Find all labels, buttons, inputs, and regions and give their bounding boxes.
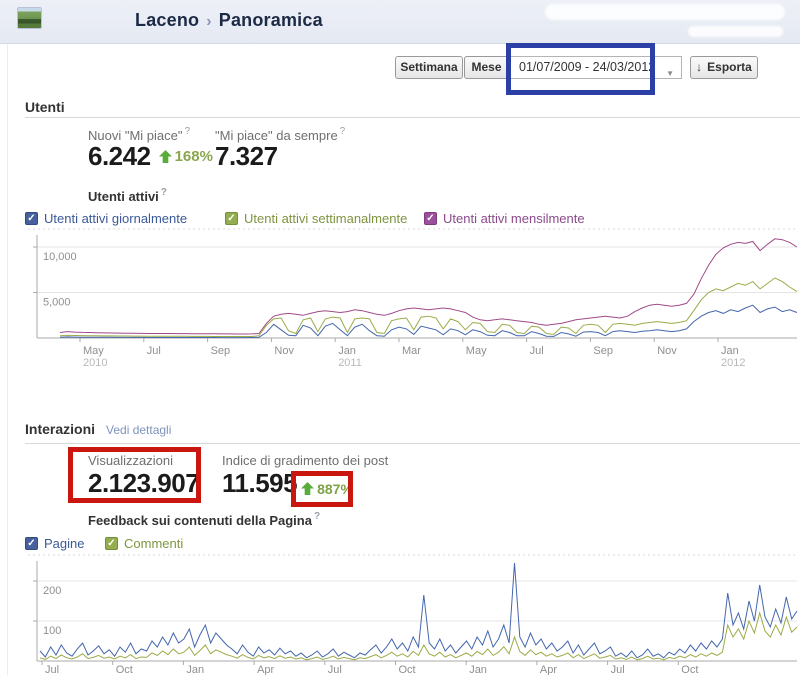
- post-rating-delta: 887%: [301, 481, 353, 497]
- x-tick-year-label: 2011: [338, 357, 362, 369]
- week-button[interactable]: Settimana: [395, 56, 463, 79]
- x-tick-label: Jul: [530, 345, 544, 357]
- post-rating-delta-value: 887%: [317, 480, 353, 497]
- x-tick-label: Jan: [186, 664, 204, 675]
- legend-label: Utenti attivi settimanalmente: [244, 211, 408, 226]
- legend-label: Pagine: [44, 536, 85, 551]
- x-tick-label: Jul: [328, 664, 342, 675]
- legend-item-0[interactable]: ✓ Utenti attivi giornalmente: [25, 211, 187, 226]
- active-users-subheading: Utenti attivi?: [88, 187, 167, 204]
- export-label: Esporta: [707, 60, 752, 74]
- help-icon[interactable]: ?: [184, 126, 191, 137]
- x-tick-label: Mar: [402, 345, 421, 357]
- y-tick-label: 200: [43, 585, 61, 597]
- export-button[interactable]: ↓ Esporta: [690, 56, 758, 79]
- y-tick-label: 5,000: [43, 297, 71, 309]
- new-likes-label: Nuovi "Mi piace"?: [88, 126, 191, 143]
- legend-label: Utenti attivi mensilmente: [443, 211, 585, 226]
- see-details-link[interactable]: Vedi dettagli: [106, 423, 172, 437]
- total-likes-label: "Mi piace" da sempre?: [215, 126, 346, 143]
- x-tick-label: Jul: [45, 664, 59, 675]
- legend-checkbox-icon[interactable]: ✓: [25, 212, 38, 225]
- green-up-arrow-icon: [158, 150, 172, 163]
- x-tick-label: Nov: [274, 345, 294, 357]
- post-rating-stat: 11.595 887%: [222, 468, 353, 499]
- legend-checkbox-icon[interactable]: ✓: [105, 537, 118, 550]
- help-icon[interactable]: ?: [313, 511, 321, 522]
- breadcrumb-page-link[interactable]: Laceno: [135, 10, 200, 30]
- date-range-picker[interactable]: 01/07/2009 - 24/03/2012 ▼: [510, 56, 682, 79]
- active-users-legend: ✓ Utenti attivi giornalmente ✓ Utenti attiv…: [0, 211, 800, 229]
- x-tick-label: Apr: [257, 664, 274, 675]
- help-icon[interactable]: ?: [339, 126, 346, 137]
- month-button[interactable]: Mese: [464, 56, 509, 79]
- legend-item-2[interactable]: ✓ Utenti attivi mensilmente: [424, 211, 585, 226]
- x-tick-year-label: 2010: [83, 357, 107, 369]
- download-icon: ↓: [696, 60, 703, 74]
- page-left-border: [7, 44, 8, 675]
- x-tick-label: Jan: [338, 345, 356, 357]
- x-tick-label: Oct: [681, 664, 698, 675]
- divider: [25, 443, 800, 444]
- legend-checkbox-icon[interactable]: ✓: [25, 537, 38, 550]
- redacted-area: [688, 26, 783, 37]
- legend-item-1[interactable]: ✓ Utenti attivi settimanalmente: [225, 211, 407, 226]
- legend-checkbox-icon[interactable]: ✓: [424, 212, 437, 225]
- legend-checkbox-icon[interactable]: ✓: [225, 212, 238, 225]
- series-line: [39, 562, 798, 659]
- new-likes-delta: 168%: [158, 148, 213, 165]
- divider: [25, 117, 800, 118]
- x-tick-label: May: [466, 345, 487, 357]
- feedback-chart: 100 200 Jul Oct Jan Apr Jul Oct Jan Apr Jul Oct: [28, 554, 798, 675]
- x-tick-label: Jan: [469, 664, 487, 675]
- page-thumbnail-image[interactable]: [17, 7, 42, 29]
- views-value: 2.123.907: [88, 468, 200, 498]
- x-tick-label: Sep: [593, 345, 613, 357]
- x-tick-label: Oct: [116, 664, 133, 675]
- x-tick-label: Sep: [211, 345, 231, 357]
- users-heading: Utenti: [25, 99, 65, 115]
- new-likes-value: 6.242: [88, 141, 151, 171]
- redacted-area: [545, 4, 785, 20]
- series-line: [59, 238, 798, 335]
- green-up-arrow-icon: [301, 482, 315, 495]
- breadcrumb-separator-icon: ›: [206, 13, 212, 30]
- x-tick-year-label: 2012: [721, 357, 745, 369]
- x-tick-label: Jan: [721, 345, 739, 357]
- x-tick-label: Oct: [399, 664, 416, 675]
- post-rating-label: Indice di gradimento dei post: [222, 453, 389, 468]
- x-tick-label: Jul: [147, 345, 161, 357]
- x-tick-label: Apr: [540, 664, 557, 675]
- date-range-value: 01/07/2009 - 24/03/2012: [519, 60, 656, 74]
- feedback-subheading: Feedback sui contenuti della Pagina?: [88, 511, 321, 528]
- help-icon[interactable]: ?: [160, 187, 167, 198]
- post-rating-value: 11.595: [222, 468, 298, 498]
- new-likes-delta-value: 168%: [174, 148, 213, 165]
- x-tick-label: May: [83, 345, 104, 357]
- x-tick-label: Nov: [657, 345, 677, 357]
- chevron-down-icon[interactable]: ▼: [666, 69, 674, 78]
- series-line: [59, 304, 798, 339]
- interactions-heading: Interazioni: [25, 421, 96, 437]
- breadcrumb-section: Panoramica: [218, 10, 323, 30]
- x-tick-label: Jul: [611, 664, 625, 675]
- series-line: [39, 611, 798, 661]
- series-line: [59, 277, 798, 337]
- y-tick-label: 100: [43, 625, 61, 637]
- legend-label: Utenti attivi giornalmente: [44, 211, 188, 226]
- y-tick-label: 10,000: [43, 251, 77, 263]
- total-likes-value: 7.327: [215, 141, 278, 171]
- legend-item-1[interactable]: ✓ Commenti: [105, 536, 183, 551]
- feedback-legend: ✓ Pagine ✓ Commenti: [0, 536, 800, 554]
- breadcrumb: Laceno › Panoramica: [135, 10, 323, 31]
- legend-item-0[interactable]: ✓ Pagine: [25, 536, 84, 551]
- views-label: Visualizzazioni: [88, 453, 174, 468]
- new-likes-stat: 6.242 168%: [88, 141, 213, 172]
- legend-label: Commenti: [124, 536, 184, 551]
